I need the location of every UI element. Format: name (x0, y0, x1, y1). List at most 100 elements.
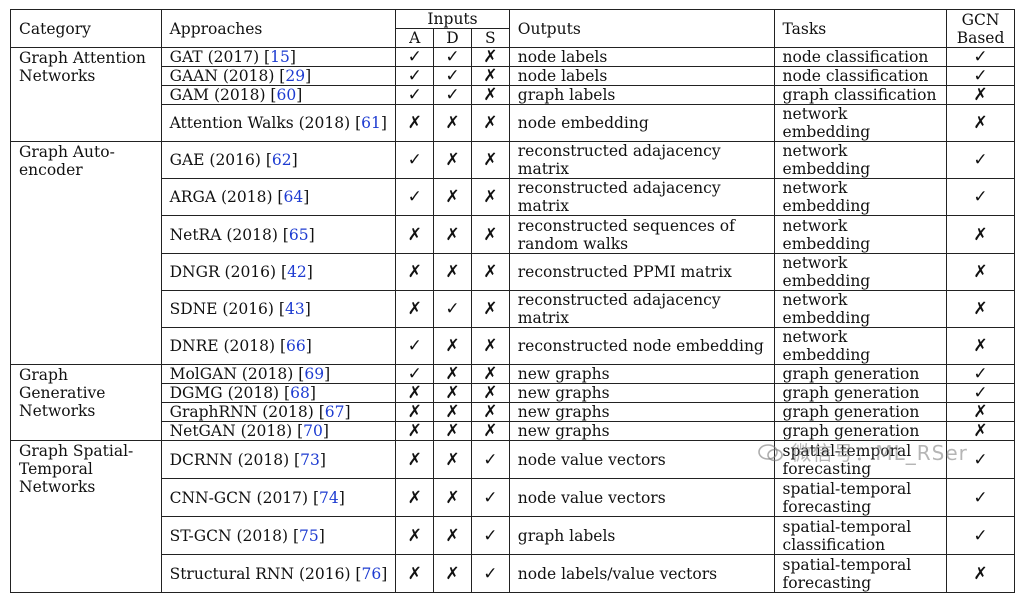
citation-link[interactable]: 70 (303, 422, 323, 440)
task-cell: spatial-temporal classification (773, 516, 948, 555)
citation-link[interactable]: 61 (361, 114, 381, 132)
output-cell: graph labels (508, 85, 775, 105)
citation-bracket: ] (309, 384, 316, 402)
input-d-mark: ✓ (433, 290, 472, 328)
category-cell: Graph Auto-encoder (10, 141, 162, 365)
table-header: Category Approaches Inputs Outputs Tasks… (10, 9, 1015, 48)
header-input-d: D (433, 28, 472, 48)
input-a-mark: ✓ (395, 66, 435, 86)
task-cell: graph classification (773, 85, 948, 105)
input-a-mark: ✗ (395, 383, 435, 403)
approach-name: GAT (2017) [ (169, 48, 271, 66)
approach-name: ST-GCN (2018) [ (169, 526, 300, 545)
citation-link[interactable]: 74 (319, 488, 339, 507)
header-input-s: S (470, 28, 510, 48)
citation-link[interactable]: 15 (270, 48, 290, 66)
input-s-mark: ✗ (470, 215, 510, 254)
approach-name: DNGR (2016) [ (169, 263, 288, 281)
output-cell: graph labels (508, 516, 775, 555)
input-s-mark: ✗ (470, 364, 510, 384)
citation-link[interactable]: 67 (324, 403, 345, 421)
output-cell: new graphs (508, 364, 775, 384)
gcn-based-mark: ✓ (946, 66, 1015, 86)
approach-cell: ARGA (2018) [64] (160, 178, 397, 216)
approach-cell: MolGAN (2018) [69] (160, 364, 397, 384)
approach-name: GAM (2018) [ (169, 86, 277, 104)
citation-link[interactable]: 65 (288, 225, 309, 244)
input-d-mark: ✗ (433, 478, 472, 517)
gcn-based-mark: ✓ (946, 178, 1015, 216)
input-d-mark: ✗ (433, 253, 472, 291)
approach-cell: Structural RNN (2016) [76] (160, 554, 397, 593)
header-approaches: Approaches (160, 9, 397, 48)
citation-link[interactable]: 69 (304, 365, 325, 383)
citation-link[interactable]: 73 (300, 450, 320, 469)
gcn-based-mark: ✗ (946, 327, 1015, 365)
citation-bracket: ] (338, 488, 345, 507)
input-d-mark: ✗ (433, 554, 472, 593)
output-cell: node labels (508, 66, 775, 86)
approach-name: GAAN (2018) [ (169, 67, 286, 85)
table-row: GraphRNN (2018) [67] ✗ ✗ ✗ new graphs graph g… (11, 402, 1015, 422)
task-cell: network embedding (773, 141, 948, 179)
gcn-based-mark: ✓ (946, 516, 1015, 555)
output-cell: reconstructed adajacency matrix (508, 290, 775, 328)
citation-link[interactable]: 64 (283, 188, 304, 206)
table-row: Graph Auto-encoder GAE (2016) [62] ✓ ✗ ✗ reco… (10, 141, 1015, 365)
citation-bracket: ] (318, 526, 325, 545)
citation-link[interactable]: 76 (361, 564, 382, 583)
gcn-based-mark: ✗ (946, 253, 1015, 291)
citation-link[interactable]: 66 (286, 337, 306, 355)
input-d-mark: ✗ (433, 327, 472, 365)
citation-link[interactable]: 43 (284, 300, 305, 318)
input-s-mark: ✗ (470, 327, 510, 365)
citation-link[interactable]: 75 (299, 526, 319, 545)
table-row: Graph Generative Networks MolGAN (2018) [… (10, 364, 1015, 441)
gcn-based-mark: ✗ (946, 290, 1015, 328)
output-cell: node value vectors (508, 478, 775, 517)
citation-link[interactable]: 60 (276, 86, 297, 104)
input-s-mark: ✗ (470, 178, 510, 216)
citation-link[interactable]: 29 (285, 67, 306, 85)
table-row: Graph Spatial-Temporal Networks DCRNN (20… (10, 440, 1015, 593)
task-cell: graph generation (773, 383, 948, 403)
gcn-based-mark: ✓ (946, 141, 1015, 179)
task-cell: network embedding (773, 253, 948, 291)
table-row: NetGAN (2018) [70] ✗ ✗ ✗ new graphs graph gen… (11, 421, 1015, 441)
task-cell: spatial-temporal forecasting (773, 440, 948, 479)
output-cell: node labels/value vectors (508, 554, 775, 593)
approach-cell: NetRA (2018) [65] (160, 215, 397, 254)
citation-link[interactable]: 68 (290, 384, 310, 402)
task-cell: spatial-temporal forecasting (773, 554, 948, 593)
table-body: Graph Attention Networks GAT (2017) [15] ✓… (10, 47, 1015, 593)
citation-bracket: ] (305, 67, 312, 85)
gcn-based-mark: ✗ (946, 402, 1015, 422)
input-a-mark: ✓ (395, 364, 435, 384)
output-cell: new graphs (508, 383, 775, 403)
approach-name: Structural RNN (2016) [ (169, 564, 362, 583)
input-s-mark: ✓ (470, 478, 510, 517)
citation-link[interactable]: 62 (271, 151, 292, 169)
citation-bracket: ] (381, 564, 388, 583)
table-row: GAAN (2018) [29] ✓ ✓ ✗ node labels node class… (11, 66, 1015, 86)
approach-cell: NetGAN (2018) [70] (160, 421, 397, 441)
input-a-mark: ✗ (395, 253, 435, 291)
citation-link[interactable]: 42 (287, 263, 307, 281)
citation-bracket: ] (319, 450, 326, 469)
output-cell: node labels (508, 47, 775, 67)
table-row: Structural RNN (2016) [76] ✗ ✗ ✓ node labels… (11, 554, 1015, 593)
approach-cell: Attention Walks (2018) [61] (160, 104, 397, 142)
gcn-based-mark: ✗ (946, 85, 1015, 105)
task-cell: graph generation (773, 364, 948, 384)
approach-name: GAE (2016) [ (169, 151, 272, 169)
task-cell: graph generation (773, 421, 948, 441)
output-cell: reconstructed node embedding (508, 327, 775, 365)
table-row: DNRE (2018) [66] ✓ ✗ ✗ reconstructed node em… (11, 327, 1015, 365)
citation-bracket: ] (324, 365, 331, 383)
input-a-mark: ✗ (395, 554, 435, 593)
approach-cell: DNGR (2016) [42] (160, 253, 397, 291)
approach-name: Attention Walks (2018) [ (169, 114, 362, 132)
approach-name: CNN-GCN (2017) [ (169, 488, 320, 507)
input-s-mark: ✗ (470, 141, 510, 179)
input-d-mark: ✗ (433, 440, 472, 479)
